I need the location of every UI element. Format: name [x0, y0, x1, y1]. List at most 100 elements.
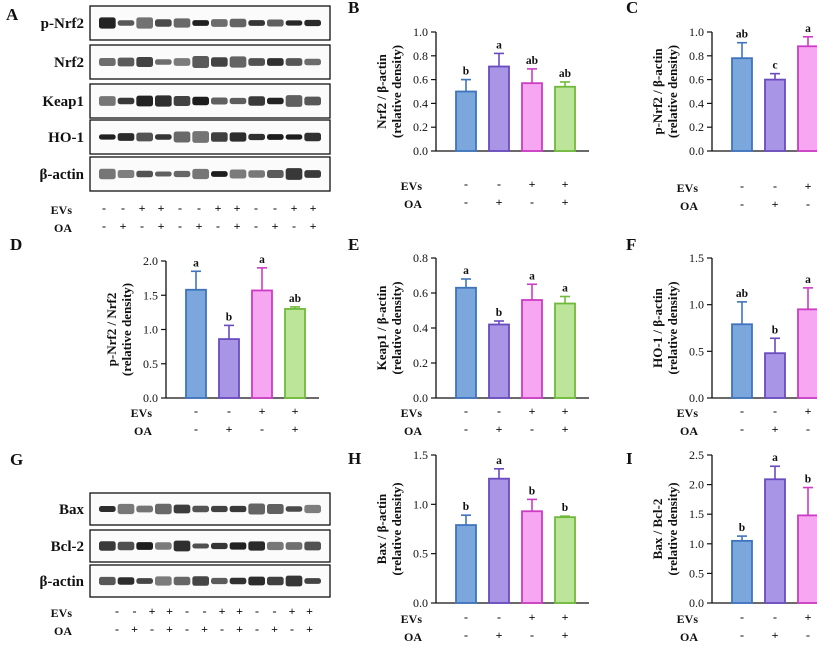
oa-sign: -	[292, 219, 296, 233]
evs-sign: -	[194, 404, 198, 418]
evs-sign: -	[115, 604, 119, 618]
oa-sign: -	[255, 622, 259, 636]
evs-sign: +	[259, 404, 266, 418]
blot-band-label: Bcl-2	[51, 539, 84, 555]
blot-band	[99, 58, 116, 66]
evs-sign: +	[529, 610, 536, 624]
y-tick-label: 1.0	[689, 298, 704, 312]
blot-band-label: HO-1	[48, 130, 84, 146]
blot-band	[248, 503, 265, 515]
blot-band	[267, 19, 284, 27]
panel-letter-i: I	[626, 449, 633, 468]
oa-sign: +	[292, 422, 299, 436]
blot-band	[229, 542, 247, 550]
bar	[521, 510, 543, 604]
panel-letter-d: D	[10, 235, 22, 254]
blot-band	[304, 578, 321, 584]
evs-sign: +	[310, 201, 317, 215]
evs-sign: +	[805, 404, 812, 418]
significance-letter: a	[529, 270, 535, 282]
blot-band	[192, 56, 209, 68]
oa-sign: -	[740, 197, 744, 211]
significance-letter: b	[226, 311, 232, 323]
y-tick-label: 0.0	[413, 144, 428, 158]
chart-b: B 0.0 0.2 0.4 0.6 0.8 1.0 Nrf2 / β-actin (relati…	[348, 0, 589, 211]
evs-sign: +	[219, 604, 226, 618]
evs-sign: +	[805, 610, 812, 624]
blot-band	[267, 541, 284, 551]
significance-letter: a	[805, 23, 811, 35]
blot-band	[117, 57, 135, 67]
evs-sign: +	[529, 404, 536, 418]
blot-band	[155, 134, 172, 140]
evs-sign: +	[529, 177, 536, 191]
oa-sign: +	[772, 628, 779, 642]
y-tick-label: 0.4	[413, 96, 428, 110]
y-tick-label: 0.8	[413, 49, 428, 63]
blot-band	[117, 20, 135, 26]
evs-sign: -	[740, 404, 744, 418]
y-axis-title: Nrf2 / β-actin	[374, 53, 389, 128]
significance-letter: b	[463, 66, 469, 78]
blot-band	[248, 541, 265, 551]
oa-sign: -	[185, 622, 189, 636]
evs-sign: +	[158, 201, 165, 215]
bar	[488, 477, 510, 604]
evs-label: EVs	[401, 179, 423, 193]
blot-band	[229, 505, 247, 513]
blot-band	[99, 96, 116, 106]
oa-sign: -	[806, 197, 810, 211]
evs-label: EVs	[131, 406, 153, 420]
bar	[455, 524, 477, 604]
blot-band	[192, 576, 209, 586]
blot-band	[285, 506, 303, 512]
y-tick-label: 1.5	[413, 448, 428, 462]
oa-sign: -	[530, 628, 534, 642]
blot-band	[304, 58, 321, 66]
evs-label: EVs	[51, 203, 73, 217]
blot-band	[285, 168, 303, 180]
significance-letter: b	[463, 501, 469, 513]
chart-e: E 0.0 0.2 0.4 0.6 0.8 Keap1 / β-actin (relative…	[348, 235, 589, 438]
blot-band	[117, 169, 135, 179]
blot-band	[229, 97, 247, 105]
y-tick-label: 0.5	[689, 566, 704, 580]
blot-band	[155, 59, 172, 65]
y-axis-subtitle: (relative density)	[389, 281, 404, 374]
oa-sign: +	[196, 219, 203, 233]
blot-band	[304, 19, 321, 27]
y-tick-label: 0.0	[689, 144, 704, 158]
evs-sign: -	[197, 201, 201, 215]
blot-band	[211, 171, 228, 177]
significance-letter: b	[562, 502, 568, 514]
oa-sign: +	[131, 622, 138, 636]
significance-letter: ab	[526, 55, 538, 67]
blot-band	[117, 503, 135, 515]
oa-sign: +	[562, 422, 569, 436]
evs-sign: -	[497, 404, 501, 418]
evs-sign: -	[254, 201, 258, 215]
bar	[521, 82, 543, 152]
panel-letter-a: A	[6, 5, 19, 24]
oa-sign: -	[260, 422, 264, 436]
blot-band	[173, 540, 191, 552]
chart-c: C 0.0 0.2 0.4 0.6 0.8 1.0 p-Nrf2 / β-actin (rela…	[626, 0, 817, 213]
oa-sign: -	[102, 219, 106, 233]
significance-letter: b	[739, 522, 745, 534]
oa-sign: -	[220, 622, 224, 636]
chart-h: H 0.0 0.5 1.0 1.5 Bax / β-actin (relative dens…	[348, 448, 589, 644]
evs-sign: +	[291, 201, 298, 215]
evs-sign: +	[234, 201, 241, 215]
evs-sign: +	[306, 604, 313, 618]
blot-band	[173, 18, 191, 28]
blot-band	[248, 58, 265, 66]
blot-band	[211, 132, 228, 142]
evs-sign: +	[215, 201, 222, 215]
blot-band	[155, 19, 172, 27]
blot-band	[99, 506, 116, 512]
blot-band	[192, 168, 209, 180]
oa-sign: -	[806, 628, 810, 642]
evs-sign: +	[236, 604, 243, 618]
